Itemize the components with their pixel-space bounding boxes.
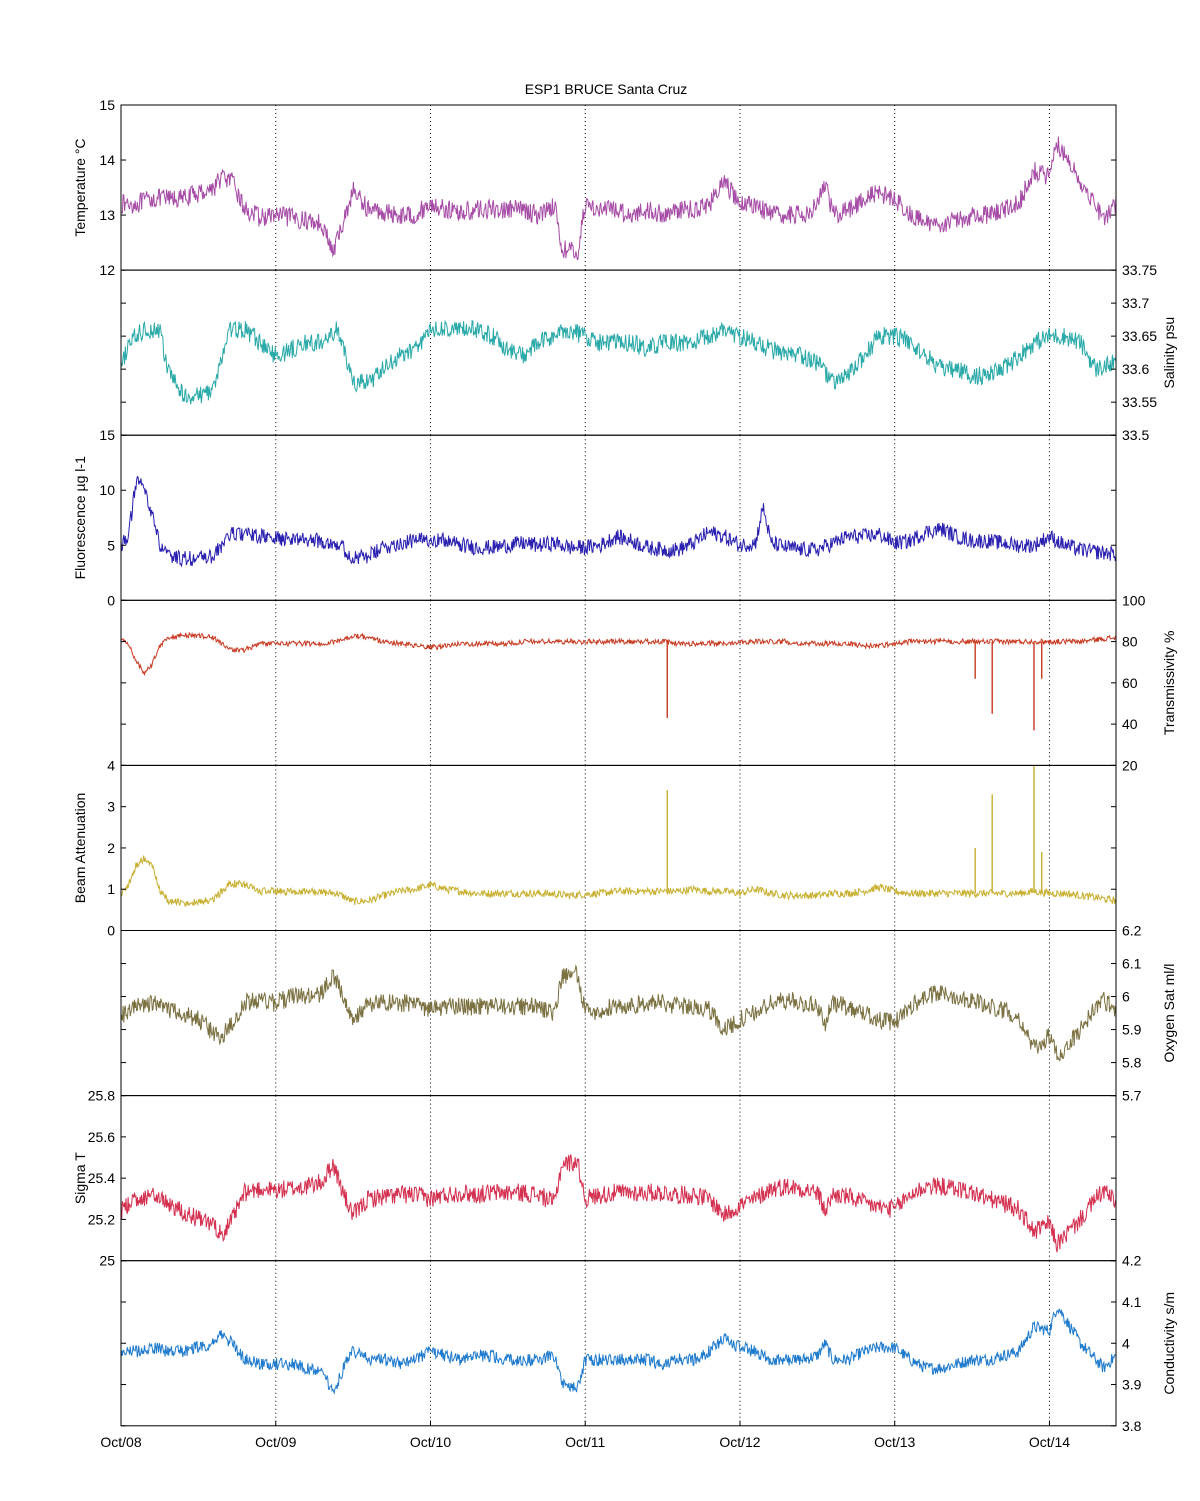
panel-oxygen-sat: 5.7 5.8 5.9 6 6.1 6.2 Oxygen Sat ml/l <box>120 923 1177 1104</box>
y-tick-label: 15 <box>99 427 115 443</box>
y-tick-label: 60 <box>1122 675 1138 691</box>
y-tick-label: 0 <box>107 923 115 939</box>
series-line-oxygen-sat <box>120 964 1117 1062</box>
x-tick-label: Oct/09 <box>255 1434 296 1450</box>
y-tick-label: 5 <box>107 537 115 553</box>
y-tick-label: 0 <box>107 592 115 608</box>
y-tick-label: 25.8 <box>88 1088 115 1104</box>
y-tick-label: 3.8 <box>1122 1418 1142 1434</box>
y-tick-label: 6.2 <box>1122 923 1142 939</box>
y-tick-label: 33.55 <box>1122 394 1157 410</box>
panel-salinity: 33.5 33.55 33.6 33.65 33.7 33.75 Salinity psu <box>120 262 1177 443</box>
y-tick-label: 80 <box>1122 634 1138 650</box>
panel-temperature: 12 13 14 15 Temperature °C <box>72 97 1117 278</box>
y-tick-label: 3.9 <box>1122 1377 1142 1393</box>
y-tick-label: 25 <box>99 1253 115 1269</box>
x-tick-label: Oct/11 <box>565 1434 605 1450</box>
y-tick-label: 25.2 <box>88 1211 115 1227</box>
y-tick-label: 6.1 <box>1122 956 1142 972</box>
y-axis-label-salinity: Salinity psu <box>1161 317 1177 389</box>
y-tick-label: 25.4 <box>88 1170 115 1186</box>
y-tick-label: 4.1 <box>1122 1294 1142 1310</box>
y-tick-label: 33.65 <box>1122 328 1157 344</box>
x-tick-label: Oct/14 <box>1029 1434 1070 1450</box>
y-tick-label: 33.75 <box>1122 262 1157 278</box>
y-tick-label: 40 <box>1122 716 1138 732</box>
x-tick-label: Oct/12 <box>719 1434 760 1450</box>
panel-frame <box>120 764 1117 932</box>
y-axis-label-sigma-t: Sigma T <box>72 1152 88 1204</box>
x-axis-ticks: Oct/08 Oct/09 Oct/10 Oct/11 Oct/12 Oct/13 Oct/… <box>100 1420 1070 1450</box>
panel-frame <box>120 930 1117 1097</box>
y-tick-label: 2 <box>107 840 115 856</box>
y-tick-label: 33.6 <box>1122 361 1149 377</box>
panel-sigma-t: 25 25.2 25.4 25.6 25.8 Sigma T <box>72 1088 1117 1269</box>
series-line-transmissivity <box>120 631 1117 677</box>
y-tick-label: 15 <box>99 97 115 113</box>
panel-beam-attenuation: 0 1 2 3 4 Beam Attenuation <box>72 757 1117 939</box>
series-line-conductivity <box>120 1308 1117 1395</box>
y-axis-label-oxygen-sat: Oxygen Sat ml/l <box>1161 964 1177 1063</box>
series-line-fluorescence <box>120 475 1117 568</box>
series-line-salinity <box>120 319 1117 405</box>
y-tick-label: 20 <box>1122 757 1138 773</box>
y-tick-label: 4 <box>107 757 115 773</box>
chart-title: ESP1 BRUCE Santa Cruz <box>525 81 688 97</box>
y-tick-label: 33.7 <box>1122 295 1149 311</box>
x-tick-label: Oct/13 <box>874 1434 915 1450</box>
y-axis-label-transmissivity: Transmissivity % <box>1161 631 1177 736</box>
panel-conductivity: 3.8 3.9 4 4.1 4.2 Conductivity s/m <box>120 1253 1177 1434</box>
y-tick-label: 12 <box>99 262 115 278</box>
y-tick-label: 4 <box>1122 1335 1130 1351</box>
y-tick-label: 5.7 <box>1122 1088 1142 1104</box>
series-line-beam-attenuation <box>120 855 1117 907</box>
y-tick-label: 5.9 <box>1122 1022 1142 1038</box>
y-axis-label-conductivity: Conductivity s/m <box>1161 1292 1177 1395</box>
y-tick-label: 25.6 <box>88 1129 115 1145</box>
y-tick-label: 13 <box>99 207 115 223</box>
y-tick-label: 33.5 <box>1122 427 1149 443</box>
panel-transmissivity: 20 40 60 80 100 Transmissivity % <box>120 592 1177 773</box>
y-tick-label: 100 <box>1122 592 1146 608</box>
y-tick-label: 3 <box>107 799 115 815</box>
series-line-sigma-t <box>120 1154 1117 1253</box>
y-axis-label-beam-attenuation: Beam Attenuation <box>72 793 88 904</box>
y-tick-label: 1 <box>107 881 115 897</box>
panel-frame <box>120 104 1117 271</box>
x-tick-label: Oct/08 <box>100 1434 141 1450</box>
panel-frame <box>120 434 1117 601</box>
y-axis-label-temperature: Temperature °C <box>72 138 88 236</box>
panel-frame <box>120 1260 1117 1427</box>
y-tick-label: 6 <box>1122 989 1130 1005</box>
y-tick-label: 10 <box>99 482 115 498</box>
panel-fluorescence: 0 5 10 15 Fluorescence µg l-1 <box>72 427 1117 608</box>
panel-frame <box>120 599 1117 766</box>
y-tick-label: 4.2 <box>1122 1253 1142 1269</box>
panel-frame <box>120 1095 1117 1262</box>
y-axis-label-fluorescence: Fluorescence µg l-1 <box>72 456 88 579</box>
series-line-temperature <box>120 136 1117 260</box>
y-tick-label: 14 <box>99 152 115 168</box>
y-tick-label: 5.8 <box>1122 1055 1142 1071</box>
x-tick-label: Oct/10 <box>410 1434 451 1450</box>
